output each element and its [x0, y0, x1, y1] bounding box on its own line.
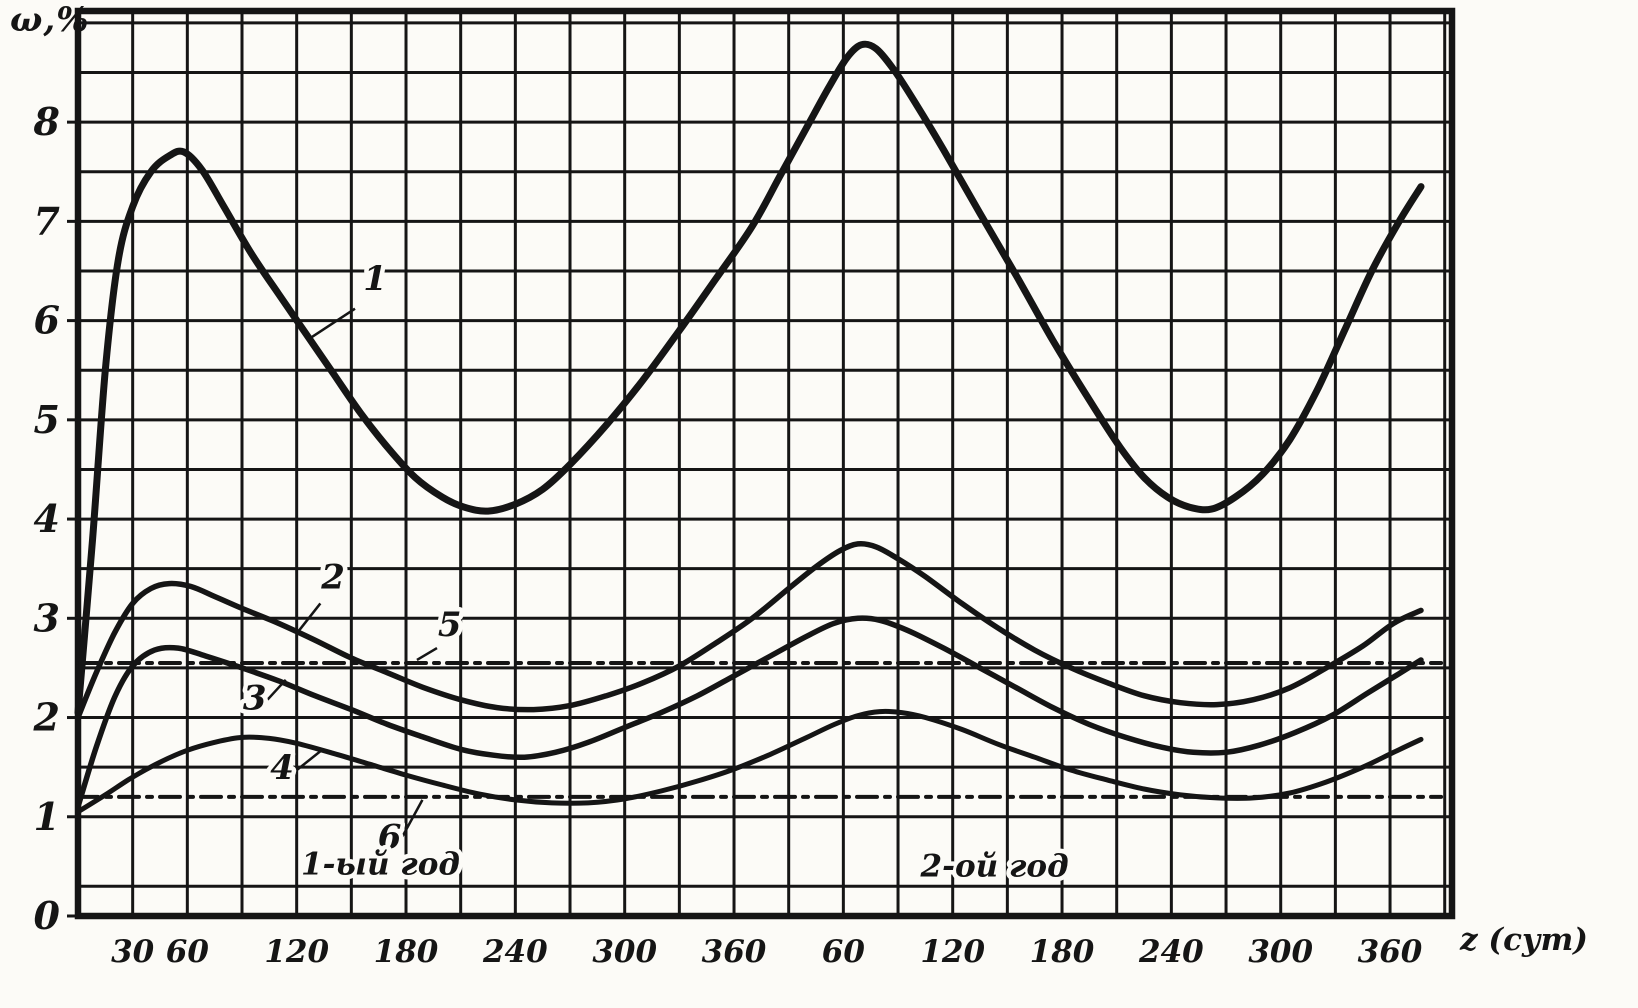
- y-tick-label: 1: [34, 794, 60, 839]
- curve-5-leader: [416, 646, 438, 662]
- y-tick-label: 8: [33, 99, 60, 144]
- plot-frame: [74, 7, 1456, 920]
- y-tick-label: 5: [34, 397, 60, 442]
- y-tick-label: 7: [34, 198, 60, 243]
- y-axis-title: ω,%: [10, 0, 90, 40]
- curve-1-label: 1: [363, 259, 387, 299]
- x-tick-label: 60: [166, 934, 210, 970]
- x-tick-label: 300: [592, 934, 657, 970]
- x-tick-label: 360: [702, 934, 767, 970]
- x-tick-label: 360: [1358, 934, 1423, 970]
- curve-4-label: 4: [270, 748, 294, 788]
- y-tick-label: 6: [34, 298, 60, 343]
- curve-3-label: 3: [243, 679, 267, 719]
- x-tick-label: 180: [1030, 934, 1095, 970]
- year-1-label: 1-ый год: [301, 846, 460, 882]
- curve-4-path: [75, 708, 1424, 815]
- curve-1-path: [74, 40, 1425, 717]
- curve-2-leader: [297, 602, 322, 632]
- curve-3-path: [75, 615, 1424, 810]
- y-tick-label: 4: [34, 496, 60, 541]
- y-tick-label: 2: [33, 695, 60, 740]
- curve-6-leader: [401, 799, 424, 838]
- x-tick-label: 240: [1138, 934, 1204, 970]
- y-tick-label: 0: [34, 893, 61, 938]
- x-tick-label: 120: [264, 934, 329, 970]
- curve-2-label: 2: [320, 558, 345, 598]
- curve-6-label: 6: [378, 818, 402, 858]
- x-axis-title: z (сут): [1460, 922, 1588, 958]
- x-tick-label: 180: [374, 934, 439, 970]
- curve-5-label: 5: [438, 605, 462, 645]
- x-tick-label: 60: [822, 934, 866, 970]
- year-2-label: 2-ой год: [920, 848, 1069, 884]
- curve-4-leader: [295, 750, 322, 772]
- curve-1-leader: [310, 307, 356, 339]
- x-tick-label: 120: [920, 934, 985, 970]
- x-tick-label: 300: [1248, 934, 1313, 970]
- curve-3-leader: [266, 678, 287, 701]
- y-tick-label: 3: [34, 595, 60, 640]
- x-tick-label: 240: [482, 934, 548, 970]
- x-tick-label: 30: [111, 934, 155, 970]
- curve-2-path: [75, 540, 1424, 721]
